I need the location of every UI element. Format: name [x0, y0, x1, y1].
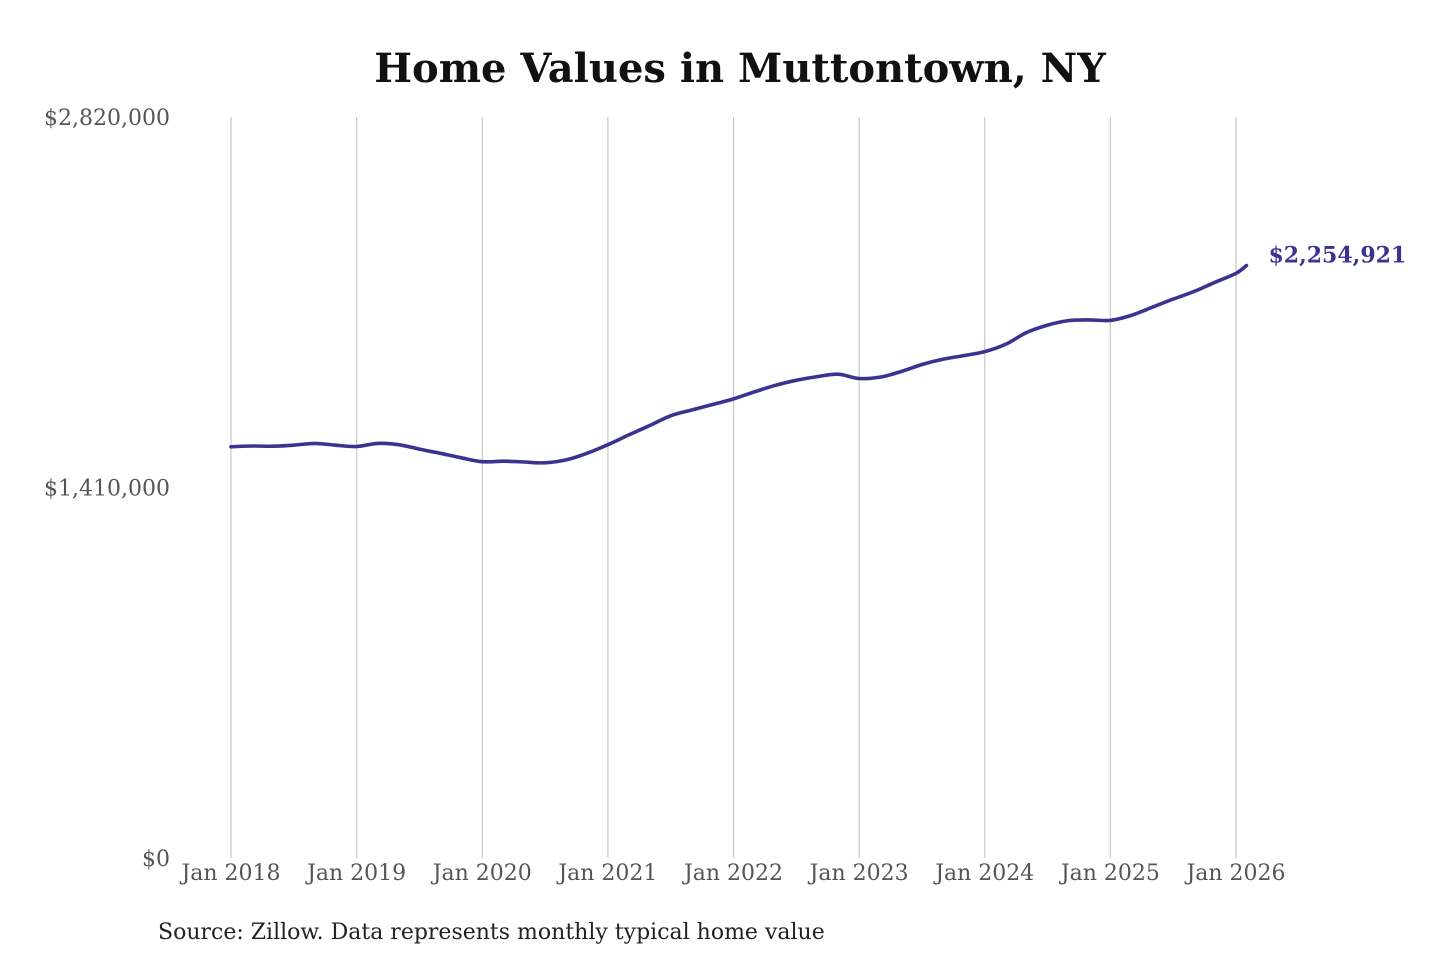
series-line: [229, 263, 1249, 465]
x-tick-label: Jan 2020: [431, 861, 532, 886]
y-axis-tick-labels: $2,820,000 $1,410,000 $0: [44, 106, 170, 872]
gridlines: [230, 117, 1237, 858]
y-tick-label: $2,820,000: [44, 106, 170, 131]
x-tick-label: Jan 2025: [1059, 861, 1160, 886]
x-tick-label: Jan 2023: [808, 861, 909, 886]
x-tick-label: Jan 2022: [682, 861, 783, 886]
x-tick-label: Jan 2024: [933, 861, 1034, 886]
y-tick-label: $1,410,000: [44, 477, 170, 502]
source-note: Source: Zillow. Data represents monthly …: [158, 920, 825, 945]
x-tick-label: Jan 2026: [1184, 861, 1285, 886]
x-axis-tick-labels: Jan 2018 Jan 2019 Jan 2020 Jan 2021 Jan 2022…: [179, 861, 1285, 886]
end-value-label: $2,254,921: [1268, 242, 1406, 268]
x-tick-label: Jan 2019: [305, 861, 406, 886]
series-layer: $2,254,921: [229, 242, 1406, 465]
chart-title: Home Values in Muttontown, NY: [374, 45, 1106, 92]
x-tick-label: Jan 2018: [179, 861, 280, 886]
x-tick-label: Jan 2021: [556, 861, 657, 886]
y-tick-label: $0: [142, 847, 170, 872]
